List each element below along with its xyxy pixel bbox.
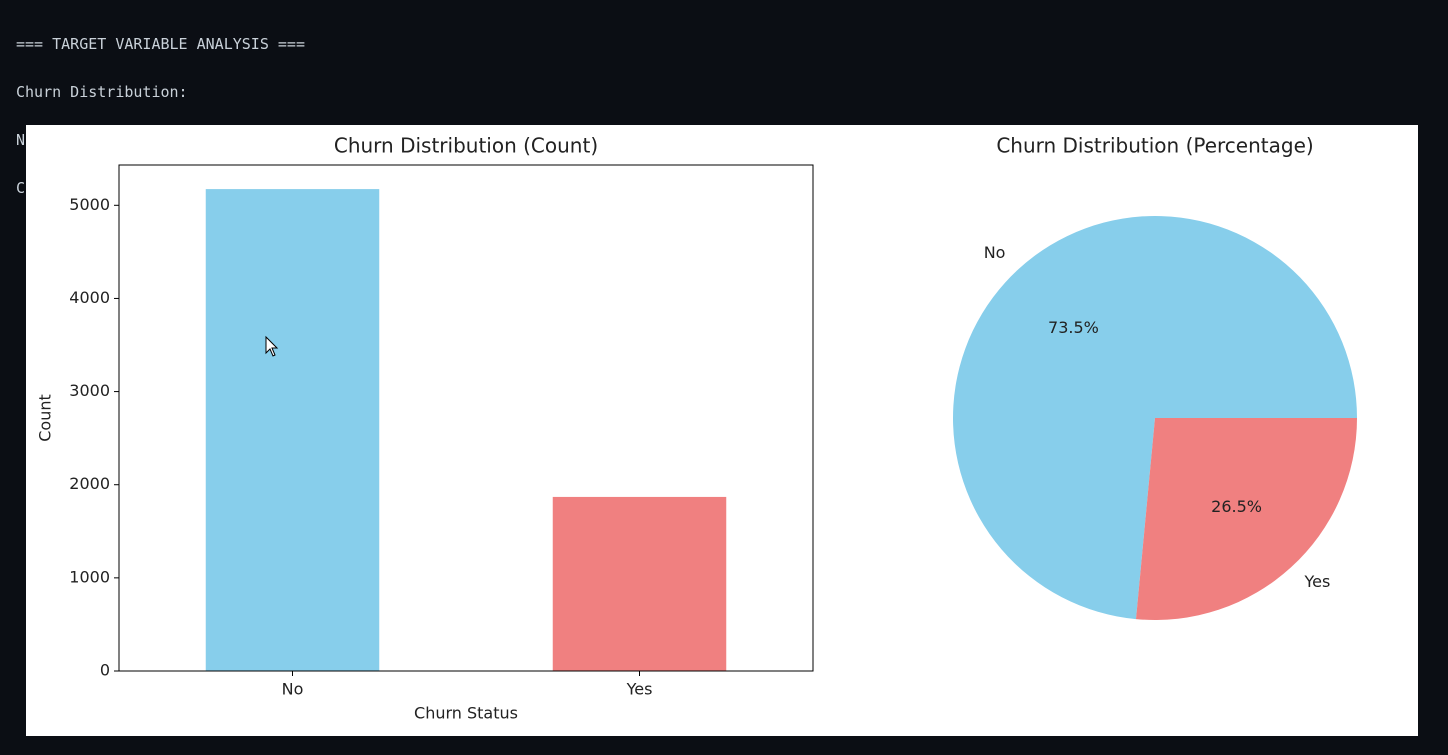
- slice-label: No: [984, 243, 1006, 262]
- x-axis-label: Churn Status: [414, 704, 518, 723]
- output-line: === TARGET VARIABLE ANALYSIS ===: [16, 35, 305, 53]
- bar: [205, 189, 380, 671]
- mouse-cursor: [265, 335, 279, 357]
- y-tick-label: 0: [100, 661, 110, 680]
- y-tick-label: 4000: [69, 288, 110, 307]
- y-tick-label: 1000: [69, 567, 110, 586]
- y-axis-label: Count: [36, 394, 55, 442]
- value-label: 73.5%: [1048, 318, 1099, 337]
- output-line: Churn Distribution:: [16, 83, 188, 101]
- slice-label: Yes: [1304, 572, 1331, 591]
- pie-slice: [1135, 418, 1357, 620]
- chart-title: Churn Distribution (Percentage): [996, 134, 1313, 158]
- y-tick-label: 3000: [69, 381, 110, 400]
- x-tick-label: No: [282, 680, 304, 699]
- y-tick-label: 5000: [69, 195, 110, 214]
- bar: [552, 496, 727, 671]
- y-tick-label: 2000: [69, 474, 110, 493]
- chart-title: Churn Distribution (Count): [334, 134, 598, 158]
- pie-slice: [952, 215, 1357, 620]
- plot-frame: [118, 164, 814, 672]
- value-label: 26.5%: [1211, 497, 1262, 516]
- x-tick-label: Yes: [626, 680, 653, 699]
